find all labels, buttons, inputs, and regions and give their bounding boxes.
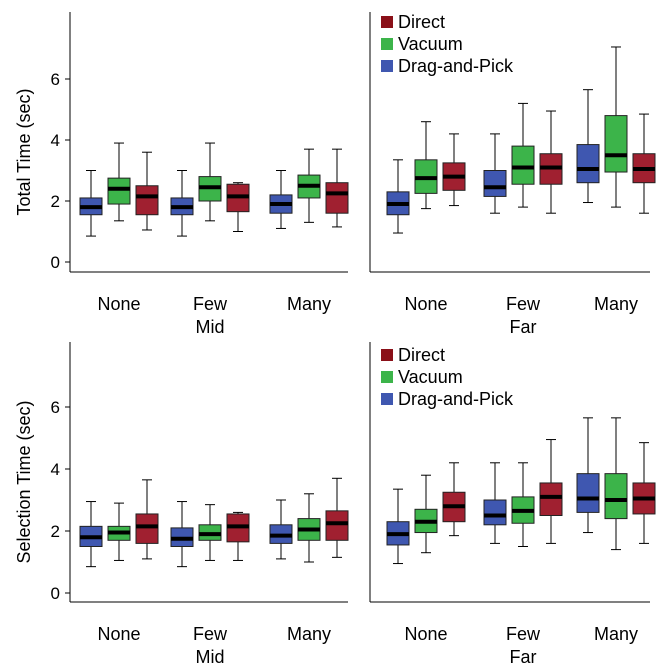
box-iqr — [576, 144, 600, 184]
box-drag-and-pick-none — [79, 170, 103, 237]
box-direct-none — [135, 479, 159, 560]
legend-swatch-drag-and-pick — [381, 60, 393, 72]
x-category-label: Few — [193, 294, 228, 314]
box-vacuum-many — [297, 493, 321, 563]
box-vacuum-few — [198, 504, 222, 561]
box-iqr — [483, 499, 507, 526]
y-tick-label: 2 — [51, 522, 60, 541]
chart-top-left: 0 2 4 6 Total Time (sec) None Few Many Mid — [14, 12, 349, 337]
condition-label: Mid — [195, 317, 224, 337]
legend-label-vacuum: Vacuum — [398, 34, 463, 54]
box-drag-and-pick-many — [269, 499, 293, 560]
box-iqr — [604, 473, 628, 520]
box-direct-none — [442, 133, 466, 207]
box-drag-and-pick-many — [576, 89, 600, 204]
box-iqr — [325, 510, 349, 541]
condition-label: Mid — [195, 647, 224, 665]
box-direct-none — [442, 462, 466, 537]
box-iqr — [539, 482, 563, 517]
box-iqr — [576, 473, 600, 513]
legend-label-direct: Direct — [398, 12, 445, 32]
y-axis-label: Total Time (sec) — [14, 88, 34, 215]
x-category-label: Many — [594, 294, 638, 314]
box-direct-few — [539, 439, 563, 544]
box-drag-and-pick-none — [386, 488, 410, 565]
box-vacuum-none — [414, 474, 438, 554]
box-vacuum-many — [604, 46, 628, 208]
x-category-label: None — [404, 624, 447, 644]
legend-label-vacuum: Vacuum — [398, 367, 463, 387]
legend-swatch-direct — [381, 16, 393, 28]
x-category-label: None — [97, 624, 140, 644]
x-category-label: Few — [506, 294, 541, 314]
box-drag-and-pick-many — [576, 417, 600, 534]
x-category-label: Many — [594, 624, 638, 644]
box-direct-many — [325, 477, 349, 558]
box-drag-and-pick-many — [269, 170, 293, 229]
box-direct-many — [325, 148, 349, 228]
box-direct-few — [226, 182, 250, 232]
box-direct-many — [632, 113, 656, 214]
box-drag-and-pick-few — [170, 501, 194, 568]
x-category-label: Few — [193, 624, 228, 644]
box-vacuum-none — [107, 142, 131, 222]
x-category-label: Few — [506, 624, 541, 644]
box-vacuum-few — [511, 462, 535, 547]
y-axis-label: Selection Time (sec) — [14, 400, 34, 563]
legend-swatch-drag-and-pick — [381, 393, 393, 405]
legend-swatch-vacuum — [381, 38, 393, 50]
y-tick-label: 4 — [51, 131, 60, 150]
box-iqr — [135, 185, 159, 216]
box-iqr — [325, 182, 349, 214]
x-category-label: Many — [287, 624, 331, 644]
condition-label: Far — [510, 647, 537, 665]
y-tick-label: 2 — [51, 192, 60, 211]
box-vacuum-many — [297, 148, 321, 223]
box-drag-and-pick-few — [483, 133, 507, 214]
condition-label: Far — [510, 317, 537, 337]
x-category-label: Many — [287, 294, 331, 314]
y-tick-label: 0 — [51, 584, 60, 603]
legend-label-drag-and-pick: Drag-and-Pick — [398, 389, 514, 409]
y-tick-label: 4 — [51, 460, 60, 479]
box-drag-and-pick-none — [79, 501, 103, 568]
chart-bottom-left: 0 2 4 6 Selection Time (sec) None Few Many Mid — [14, 342, 349, 665]
x-category-label: None — [97, 294, 140, 314]
box-drag-and-pick-none — [386, 159, 410, 234]
box-direct-few — [226, 511, 250, 561]
box-vacuum-few — [198, 142, 222, 222]
y-tick-label: 6 — [51, 70, 60, 89]
legend-swatch-direct — [381, 349, 393, 361]
box-direct-many — [632, 442, 656, 544]
box-vacuum-none — [414, 121, 438, 210]
box-iqr — [483, 170, 507, 197]
box-direct-few — [539, 110, 563, 214]
y-tick-label: 0 — [51, 253, 60, 272]
box-drag-and-pick-few — [483, 462, 507, 544]
box-iqr — [107, 177, 131, 205]
box-iqr — [511, 145, 535, 185]
box-vacuum-few — [511, 102, 535, 208]
legend-label-drag-and-pick: Drag-and-Pick — [398, 56, 514, 76]
box-direct-none — [135, 151, 159, 231]
legend-label-direct: Direct — [398, 345, 445, 365]
legend-swatch-vacuum — [381, 371, 393, 383]
box-vacuum-many — [604, 417, 628, 551]
box-iqr — [135, 513, 159, 544]
y-tick-label: 6 — [51, 398, 60, 417]
box-iqr — [604, 115, 628, 173]
box-drag-and-pick-few — [170, 170, 194, 237]
x-category-label: None — [404, 294, 447, 314]
box-vacuum-none — [107, 502, 131, 561]
